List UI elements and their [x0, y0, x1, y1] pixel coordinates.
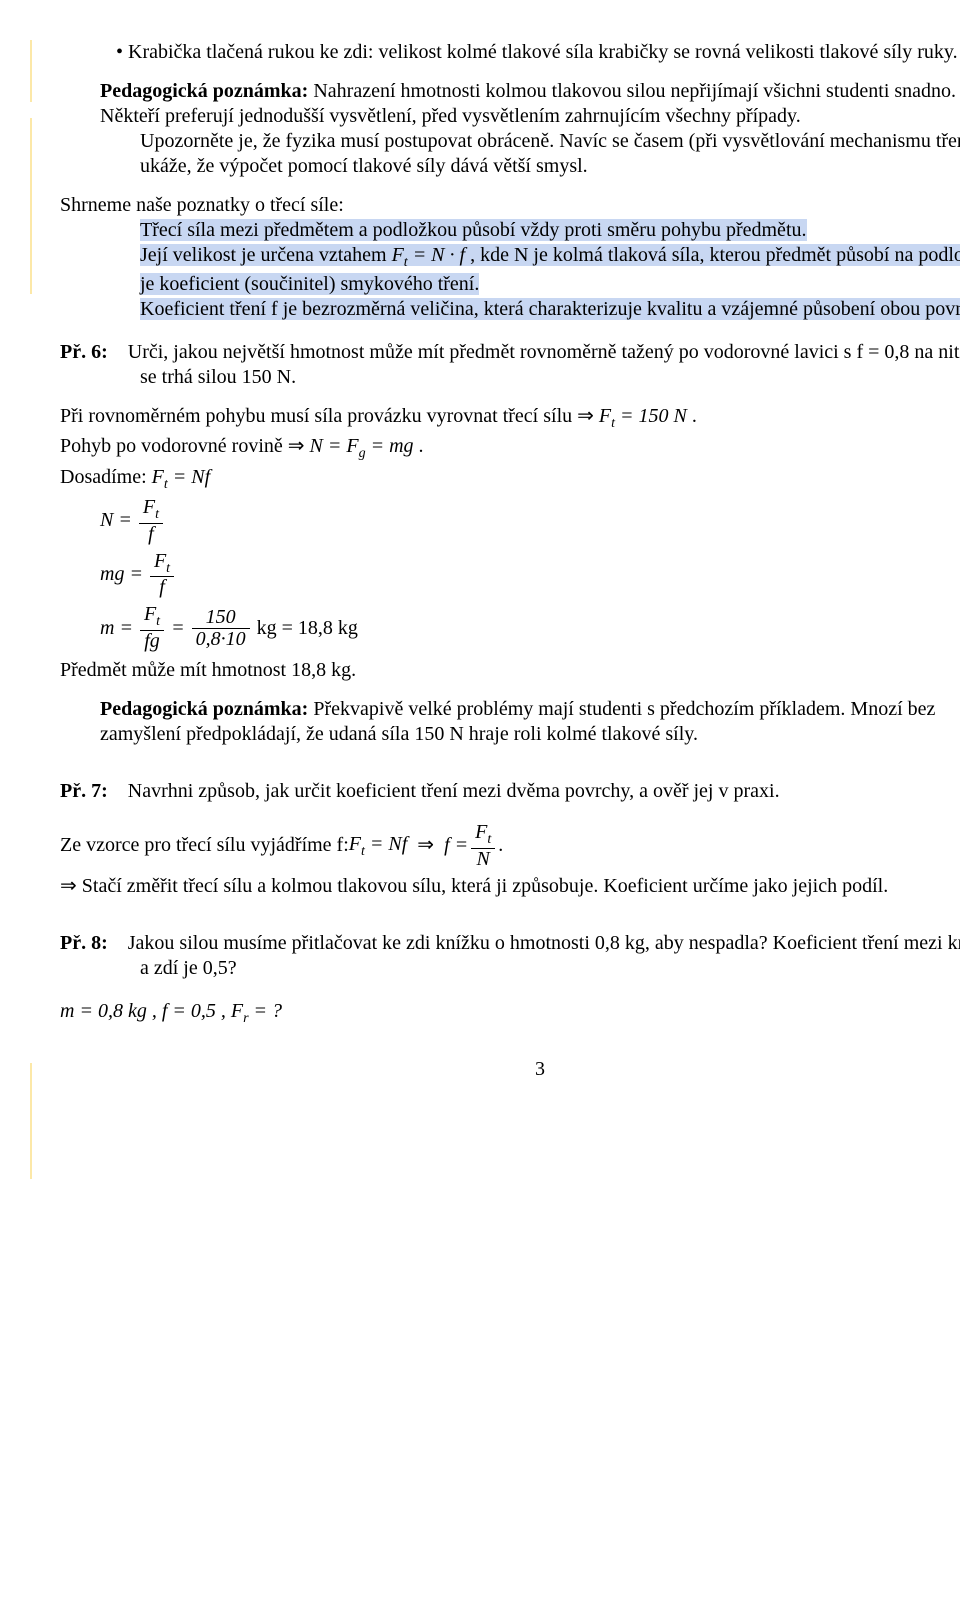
margin-stripe	[30, 118, 32, 294]
calc-line-1: Při rovnoměrném pohybu musí síla provázk…	[60, 404, 960, 433]
pedagogical-note-2: Pedagogická poznámka: Překvapivě velké p…	[100, 697, 960, 747]
pr8-values: m = 0,8 kg , f = 0,5 , Fr = ?	[60, 999, 960, 1028]
result-line: Předmět může mít hmotnost 18,8 kg.	[60, 658, 960, 683]
pedagogical-note-1: Pedagogická poznámka: Nahrazení hmotnost…	[100, 79, 960, 179]
exercise-6: Př. 6: Urči, jakou největší hmotnost můž…	[140, 340, 960, 390]
page-number: 3	[60, 1057, 960, 1082]
calc-line-2: Pohyb po vodorovné rovině ⇒ N = Fg = mg …	[60, 434, 960, 463]
equation-N: N = Ftf	[100, 497, 960, 545]
summary-intro: Shrneme naše poznatky o třecí síle:	[60, 193, 960, 218]
bullet-box-wall: Krabička tlačená rukou ke zdi: velikost …	[140, 40, 960, 65]
margin-stripe	[30, 40, 32, 102]
friction-summary-highlight: Třecí síla mezi předmětem a podložkou pů…	[140, 218, 960, 322]
pr7-conclusion: ⇒ Stačí změřit třecí sílu a kolmou tlako…	[60, 874, 960, 899]
exercise-8: Př. 8: Jakou silou musíme přitlačovat ke…	[140, 931, 960, 981]
equation-mg: mg = Ftf	[100, 551, 960, 599]
margin-stripe	[30, 1063, 32, 1179]
calc-line-3: Dosadíme: Ft = Nf	[60, 465, 960, 494]
equation-m: m = Ftfg = 1500,8·10 kg = 18,8 kg	[100, 604, 960, 652]
exercise-7: Př. 7: Navrhni způsob, jak určit koefici…	[140, 779, 960, 804]
pr7-derivation: Ze vzorce pro třecí sílu vyjádříme f: Ft…	[60, 822, 960, 870]
